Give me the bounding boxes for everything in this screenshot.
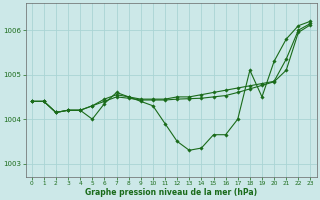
- X-axis label: Graphe pression niveau de la mer (hPa): Graphe pression niveau de la mer (hPa): [85, 188, 257, 197]
